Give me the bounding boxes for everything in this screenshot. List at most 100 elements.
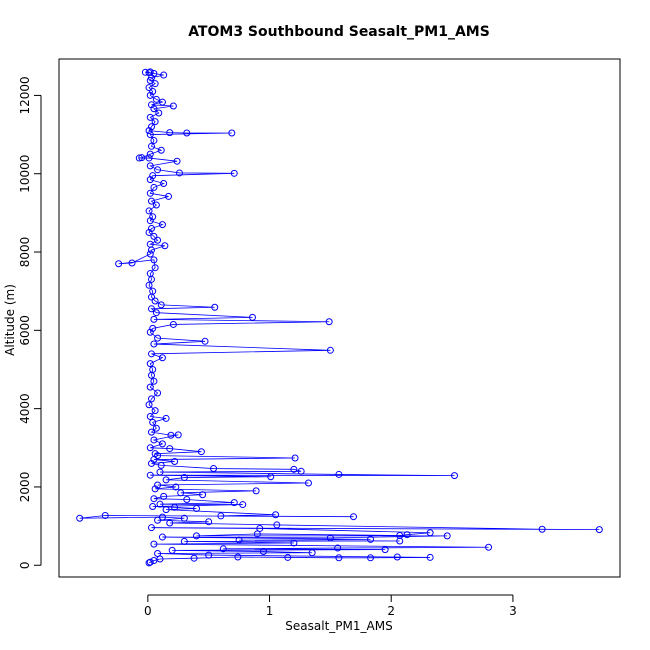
- data-point: [146, 360, 154, 368]
- data-point: [161, 242, 169, 250]
- y-tick-label: 12000: [18, 76, 32, 114]
- data-point: [150, 495, 158, 503]
- data-point: [151, 297, 159, 305]
- data-point: [158, 440, 166, 448]
- data-point: [156, 468, 164, 476]
- data-point: [169, 102, 177, 110]
- data-point: [145, 154, 153, 162]
- data-point: [101, 512, 109, 520]
- data-point: [177, 489, 185, 497]
- data-point: [160, 71, 168, 79]
- data-point: [211, 303, 219, 311]
- data-point: [150, 232, 158, 240]
- data-point: [156, 500, 164, 508]
- x-tick-label: 1: [266, 604, 274, 618]
- data-point: [272, 511, 280, 519]
- data-point: [217, 512, 225, 520]
- data-point: [253, 530, 261, 538]
- data-point: [201, 337, 209, 345]
- data-point: [284, 553, 292, 561]
- data-point: [147, 395, 155, 403]
- y-tick-label: 6000: [18, 315, 32, 346]
- data-point: [230, 169, 238, 177]
- data-point: [166, 129, 174, 137]
- data-point: [166, 445, 174, 453]
- data-point: [147, 275, 155, 283]
- data-point: [367, 554, 375, 562]
- y-tick-label: 10000: [18, 155, 32, 193]
- data-point: [381, 546, 389, 554]
- data-point: [168, 546, 176, 554]
- data-point: [595, 526, 603, 534]
- x-tick-label: 0: [144, 604, 152, 618]
- data-point: [149, 418, 157, 426]
- data-point: [154, 389, 162, 397]
- data-point: [205, 551, 213, 559]
- data-point: [151, 485, 159, 493]
- data-point: [141, 68, 149, 76]
- data-point: [291, 454, 299, 462]
- data-point: [150, 315, 158, 323]
- x-axis-label: Seasalt_PM1_AMS: [285, 619, 392, 633]
- data-point: [154, 516, 162, 524]
- data-point: [335, 470, 343, 478]
- data-point: [485, 543, 493, 551]
- data-point: [230, 499, 238, 507]
- data-point: [151, 80, 159, 88]
- data-point: [160, 492, 168, 500]
- data-point: [147, 246, 155, 254]
- data-point: [154, 166, 162, 174]
- series-line: [79, 71, 600, 564]
- data-point: [158, 221, 166, 229]
- data-point: [146, 558, 154, 566]
- data-point: [76, 514, 84, 522]
- data-point: [174, 431, 182, 439]
- data-point: [157, 461, 165, 469]
- data-point: [138, 154, 146, 162]
- data-point: [175, 169, 183, 177]
- data-point: [147, 350, 155, 358]
- data-point: [128, 259, 136, 267]
- data-point: [146, 131, 154, 139]
- data-point: [146, 217, 154, 225]
- data-point: [150, 540, 158, 548]
- data-point: [183, 129, 191, 137]
- data-point: [150, 340, 158, 348]
- data-point: [152, 201, 160, 209]
- data-point: [150, 105, 158, 113]
- data-point: [326, 534, 334, 542]
- data-point: [367, 535, 375, 543]
- data-point: [326, 346, 334, 354]
- data-point: [219, 545, 227, 553]
- data-point: [335, 554, 343, 562]
- data-point: [403, 531, 411, 539]
- data-point: [334, 544, 342, 552]
- y-tick-label: 4000: [18, 393, 32, 424]
- data-point: [304, 479, 312, 487]
- data-point: [147, 459, 155, 467]
- chart-title: ATOM3 Southbound Seasalt_PM1_AMS: [188, 24, 490, 40]
- data-point: [152, 424, 160, 432]
- data-point: [146, 162, 154, 170]
- data-point: [146, 471, 154, 479]
- data-point: [171, 503, 179, 511]
- data-point: [150, 183, 158, 191]
- data-point: [145, 127, 153, 135]
- data-point: [145, 228, 153, 236]
- data-point: [169, 320, 177, 328]
- data-point: [146, 328, 154, 336]
- x-tick-label: 2: [387, 604, 395, 618]
- data-point: [210, 465, 218, 473]
- data-point: [135, 154, 143, 162]
- data-point: [325, 318, 333, 326]
- data-point: [146, 113, 154, 121]
- data-point: [147, 371, 155, 379]
- data-point: [396, 537, 404, 545]
- data-point: [234, 553, 242, 561]
- data-point: [228, 129, 236, 137]
- data-point: [146, 412, 154, 420]
- data-point: [152, 309, 160, 317]
- data-point: [190, 554, 198, 562]
